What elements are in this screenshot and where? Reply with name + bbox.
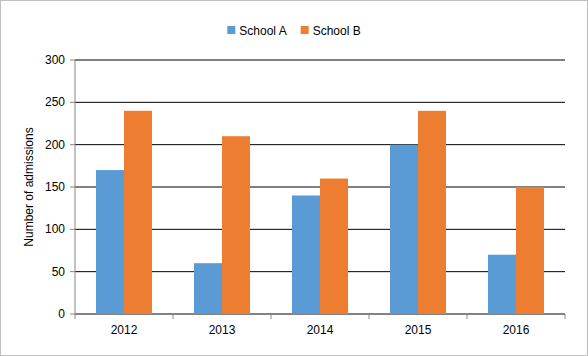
bar [194,263,222,314]
bar [390,145,418,314]
grid-line [75,60,565,61]
chart-container: 0 50 100 150 200 250 300 2012 2013 2014 2015 2016 Nu… [0,0,588,356]
legend-label: School B [313,24,361,38]
y-tick [70,314,75,315]
x-tick-label: 2012 [111,323,138,337]
bar [124,111,152,314]
bar [292,195,320,314]
x-tick-label: 2015 [405,323,432,337]
grid-line [75,102,565,103]
y-tick [70,60,75,61]
y-tick-label: 50 [52,265,66,279]
y-tick-label: 200 [45,138,65,152]
y-tick-label: 0 [58,307,65,321]
y-tick [70,187,75,188]
legend-label: School A [239,24,286,38]
y-axis-label: Number of admissions [22,127,36,246]
x-tick [75,314,76,319]
bars [96,111,544,314]
bar [222,136,250,314]
x-tick-label: 2013 [209,323,236,337]
legend-swatch [301,26,309,34]
chart-border [1,1,588,356]
x-tick [467,314,468,319]
legend: School A School B [227,24,360,38]
bar [516,187,544,314]
bar [488,255,516,314]
y-tick-label: 150 [45,180,65,194]
x-tick [271,314,272,319]
y-tick [70,271,75,272]
x-tick [369,314,370,319]
y-axis-line [75,60,76,314]
x-tick [173,314,174,319]
x-tick-label: 2014 [307,323,334,337]
y-tick-label: 250 [45,95,65,109]
y-tick-label: 100 [45,222,65,236]
y-tick [70,144,75,145]
y-tick-label: 300 [45,53,65,67]
y-tick [70,229,75,230]
x-tick-label: 2016 [503,323,530,337]
x-tick [565,314,566,319]
chart-svg: 0 50 100 150 200 250 300 2012 2013 2014 2015 2016 Nu… [0,0,588,356]
bar [418,111,446,314]
y-tick [70,102,75,103]
bar [320,179,348,314]
legend-swatch [227,26,235,34]
bar [96,170,124,314]
